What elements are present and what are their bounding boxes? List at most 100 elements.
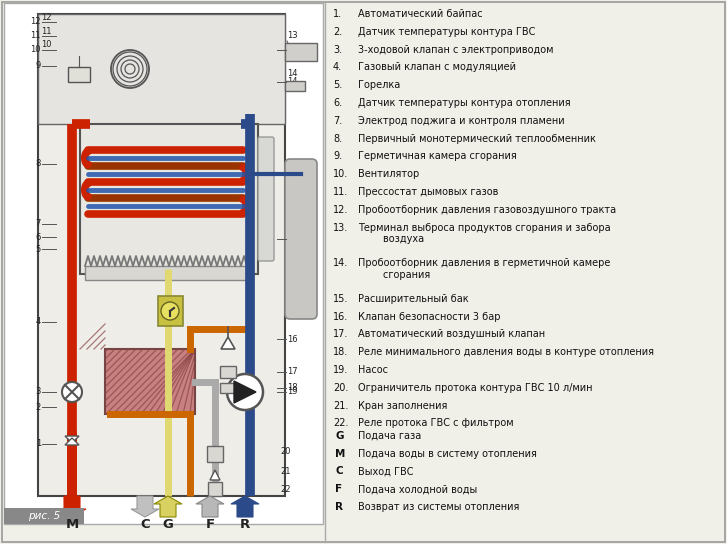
Polygon shape [221,337,235,349]
Text: 7: 7 [36,219,41,228]
Text: 21.: 21. [333,400,348,411]
Text: рис. 5: рис. 5 [28,511,60,521]
Polygon shape [65,436,79,443]
Text: Вентилятор: Вентилятор [358,169,419,179]
Text: 22.: 22. [333,418,348,429]
Bar [80,124,258,274]
Text: Расширительный бак: Расширительный бак [358,294,469,304]
Text: Терминал выброса продуктов сгорания и забора
        воздуха: Терминал выброса продуктов сгорания и за… [358,222,611,244]
Text: 21: 21 [280,467,291,477]
Text: Клапан безопасности 3 бар: Клапан безопасности 3 бар [358,312,500,322]
Bar [85,266,253,280]
Text: Насос: Насос [358,365,388,375]
Bar [38,14,285,124]
Text: M: M [65,517,79,530]
Text: 16: 16 [287,335,297,343]
Text: Автоматический воздушный клапан: Автоматический воздушный клапан [358,330,545,339]
Text: Выход ГВС: Выход ГВС [358,466,414,477]
Text: 9.: 9. [333,151,342,162]
Bar [105,349,195,414]
Text: 12: 12 [41,13,52,22]
Text: Горелка: Горелка [358,80,401,90]
Text: Ограничитель протока контура ГВС 10 л/мин: Ограничитель протока контура ГВС 10 л/ми… [358,383,593,393]
Text: Электрод поджига и контроля пламени: Электрод поджига и контроля пламени [358,116,565,126]
Text: Подача воды в систему отопления: Подача воды в систему отопления [358,449,537,459]
Polygon shape [231,496,259,517]
Text: 4.: 4. [333,63,342,72]
Text: 8: 8 [36,159,41,169]
Text: G: G [335,431,343,441]
Polygon shape [210,470,220,480]
Bar [38,14,285,496]
Text: 19.: 19. [333,365,348,375]
Bar [4,508,84,524]
Text: Реле протока ГВС с фильтром: Реле протока ГВС с фильтром [358,418,513,429]
Text: Пробоотборник давления в герметичной камере
        сгорания: Пробоотборник давления в герметичной кам… [358,258,611,280]
Bar [68,67,90,82]
Polygon shape [196,496,224,517]
Text: Датчик температуры контура отопления: Датчик температуры контура отопления [358,98,571,108]
Text: 13: 13 [287,46,297,54]
Text: 1.: 1. [333,9,342,19]
Text: Герметичная камера сгорания: Герметичная камера сгорания [358,151,517,162]
Text: 18: 18 [287,384,297,393]
Text: 8.: 8. [333,134,342,144]
Bar [285,43,317,61]
FancyBboxPatch shape [258,137,274,261]
Text: 11.: 11. [333,187,348,197]
Text: 3-ходовой клапан с электроприводом: 3-ходовой клапан с электроприводом [358,45,553,54]
Text: Первичный монотермический теплообменник: Первичный монотермический теплообменник [358,134,596,144]
Text: M: M [335,449,345,459]
Circle shape [227,374,263,410]
Text: 10: 10 [31,46,41,54]
Text: R: R [240,517,250,530]
Text: Газовый клапан с модуляцией: Газовый клапан с модуляцией [358,63,516,72]
Circle shape [161,302,179,320]
Text: Пробоотборник давления газовоздушного тракта: Пробоотборник давления газовоздушного тр… [358,205,616,215]
Text: 16.: 16. [333,312,348,322]
Text: 11: 11 [41,27,52,36]
Text: 14: 14 [287,77,297,86]
Text: 14: 14 [287,69,297,78]
Text: C: C [335,466,342,477]
Bar [285,81,305,91]
Bar [208,482,222,496]
Polygon shape [154,496,182,517]
Text: 6.: 6. [333,98,342,108]
Text: Прессостат дымовых газов: Прессостат дымовых газов [358,187,499,197]
Bar [158,296,183,326]
Polygon shape [234,381,256,403]
FancyBboxPatch shape [285,159,317,319]
Text: 17: 17 [287,368,297,376]
Circle shape [62,382,82,402]
Text: 10.: 10. [333,169,348,179]
Polygon shape [131,496,159,517]
Text: Подача холодной воды: Подача холодной воды [358,484,477,494]
Bar [220,366,236,378]
Text: 11: 11 [31,32,41,40]
Text: 15.: 15. [333,294,348,304]
Text: 3: 3 [36,387,41,397]
Text: C: C [140,517,150,530]
Text: 20.: 20. [333,383,348,393]
Text: R: R [335,502,343,512]
Text: 13.: 13. [333,222,348,233]
Text: 7.: 7. [333,116,342,126]
Text: 13: 13 [287,31,297,40]
Text: 10: 10 [41,40,52,49]
Text: Реле минимального давления воды в контуре отопления: Реле минимального давления воды в контур… [358,347,654,357]
Bar [220,383,236,393]
Text: Возврат из системы отопления: Возврат из системы отопления [358,502,519,512]
Text: 22: 22 [280,485,291,493]
Text: 18.: 18. [333,347,348,357]
Text: 1: 1 [36,440,41,448]
Text: 6: 6 [36,232,41,242]
Text: 17.: 17. [333,330,348,339]
Text: G: G [163,517,174,530]
Text: 2.: 2. [333,27,342,37]
Text: Датчик температуры контура ГВС: Датчик температуры контура ГВС [358,27,535,37]
Text: 20: 20 [280,448,291,456]
Bar [4,3,323,524]
Text: Подача газа: Подача газа [358,431,421,441]
Text: Кран заполнения: Кран заполнения [358,400,447,411]
